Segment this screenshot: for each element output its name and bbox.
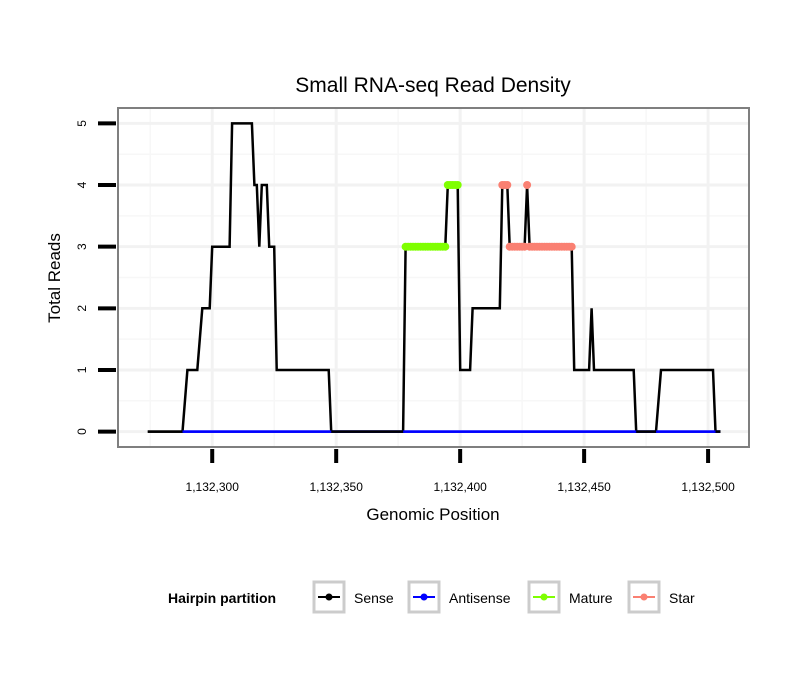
- star-point: [503, 181, 512, 189]
- legend-title: Hairpin partition: [168, 590, 276, 606]
- legend-item-antisense: Antisense: [407, 580, 511, 614]
- x-tick-label: 1,132,500: [681, 480, 735, 494]
- series-layer: [147, 122, 721, 433]
- legend: Hairpin partition Sense Antisense Mature St…: [168, 580, 695, 614]
- plot-panel: [117, 107, 750, 448]
- legend-key-point: [420, 593, 428, 601]
- x-tick-label: 1,132,400: [433, 480, 487, 494]
- y-tick-label: 0: [75, 428, 89, 435]
- legend-item-star: Star: [627, 580, 695, 614]
- y-tick-label: 4: [75, 181, 89, 188]
- y-axis-title: Total Reads: [45, 233, 64, 323]
- x-tick-label: 1,132,450: [557, 480, 611, 494]
- grid-lines: [118, 108, 749, 447]
- y-axis: 0 1 2 3 4 5: [75, 120, 116, 435]
- legend-items: Sense Antisense Mature Star: [312, 580, 695, 614]
- legend-item-sense: Sense: [312, 580, 394, 614]
- legend-key-point: [540, 593, 548, 601]
- legend-label-star: Star: [669, 590, 695, 606]
- y-tick-label: 2: [75, 305, 89, 312]
- mature-point: [453, 181, 462, 189]
- x-tick-label: 1,132,300: [186, 480, 240, 494]
- y-tick-label: 5: [75, 120, 89, 127]
- legend-key-point: [640, 593, 648, 601]
- y-tick-label: 3: [75, 243, 89, 250]
- legend-key-point: [325, 593, 333, 601]
- chart-title: Small RNA-seq Read Density: [295, 74, 571, 97]
- x-axis-title: Genomic Position: [366, 505, 499, 524]
- legend-label-mature: Mature: [569, 590, 613, 606]
- star-point: [523, 181, 532, 189]
- x-tick-label: 1,132,350: [309, 480, 363, 494]
- legend-label-antisense: Antisense: [449, 590, 511, 606]
- y-tick-label: 1: [75, 366, 89, 373]
- mature-point: [441, 242, 450, 251]
- legend-label-sense: Sense: [354, 590, 394, 606]
- star-point: [567, 242, 576, 251]
- panel-border: [117, 107, 750, 448]
- x-axis: 1,132,300 1,132,350 1,132,400 1,132,450 1,13…: [186, 449, 735, 494]
- legend-item-mature: Mature: [527, 580, 613, 614]
